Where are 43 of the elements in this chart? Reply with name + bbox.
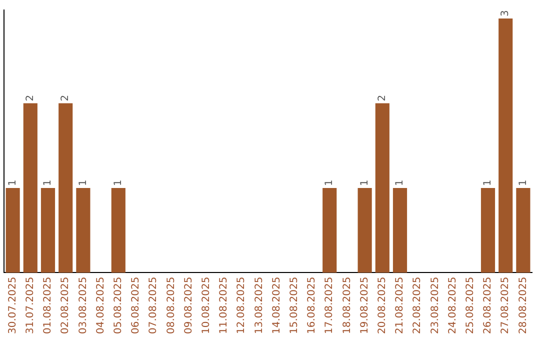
x-tick-label: 13.08.2025 [254,276,265,334]
data-label: 1 [78,180,89,186]
data-label: 1 [42,180,54,186]
data-label: 1 [324,180,336,186]
data-label: 1 [359,180,370,186]
x-tick-label: 25.08.2025 [464,276,476,334]
data-label: 1 [482,180,494,186]
data-label: 3 [500,10,512,16]
x-tick-label: 09.08.2025 [183,276,194,334]
data-label: 1 [518,180,529,186]
x-tick-label: 30.07.2025 [7,276,18,334]
x-tick-label: 22.08.2025 [412,276,424,334]
x-tick-label: 14.08.2025 [271,276,282,334]
x-tick-label: 17.08.2025 [324,276,336,334]
x-tick-label: 03.08.2025 [78,276,89,334]
x-tick-label: 16.08.2025 [306,276,318,334]
x-tick-label: 20.08.2025 [376,276,388,334]
data-label: 2 [60,94,72,102]
x-tick-label: 02.08.2025 [60,276,72,334]
x-tick-label: 11.08.2025 [218,276,230,334]
x-tick-label: 04.08.2025 [95,276,106,334]
x-tick-label: 26.08.2025 [482,276,494,334]
data-label: 1 [112,180,124,186]
x-tick-label: 24.08.2025 [447,276,458,334]
x-tick-label: 08.08.2025 [166,276,177,334]
data-label: 1 [394,180,406,186]
x-tick-label: 27.08.2025 [500,276,512,334]
x-tick-label: 31.07.2025 [24,276,36,334]
x-tick-label: 21.08.2025 [394,276,406,334]
x-tick-label: 28.08.2025 [518,276,529,334]
x-tick-label: 19.08.2025 [359,276,370,334]
x-tick-label: 10.08.2025 [200,276,212,334]
data-label: 2 [24,94,36,102]
data-label: 2 [376,94,388,102]
x-tick-label: 01.08.2025 [42,276,54,334]
x-tick-label: 06.08.2025 [130,276,142,334]
x-tick-label: 07.08.2025 [148,276,160,334]
data-label: 1 [7,180,18,186]
x-tick-label: 18.08.2025 [342,276,353,334]
x-tick-label: 15.08.2025 [288,276,300,334]
x-tick-label: 23.08.2025 [430,276,441,334]
x-tick-label: 05.08.2025 [112,276,124,334]
x-tick-label: 12.08.2025 [236,276,248,334]
